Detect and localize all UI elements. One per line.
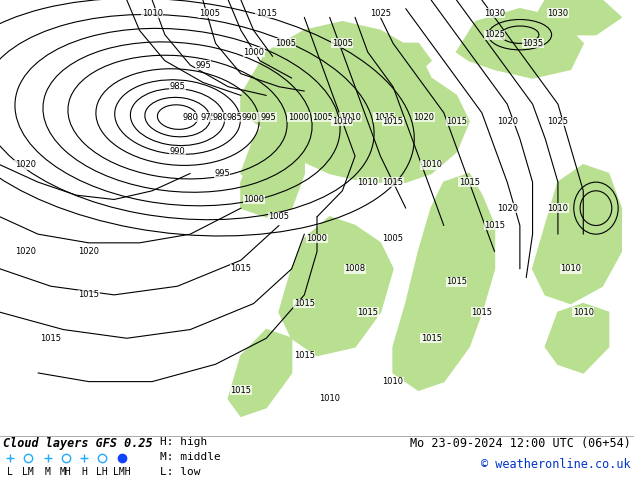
- Text: 1010: 1010: [141, 8, 163, 18]
- Text: 1015: 1015: [294, 351, 315, 360]
- Text: MH: MH: [60, 467, 72, 477]
- Text: 995: 995: [214, 169, 230, 178]
- Polygon shape: [456, 9, 583, 78]
- Text: M: M: [45, 467, 51, 477]
- Text: Mo 23-09-2024 12:00 UTC (06+54): Mo 23-09-2024 12:00 UTC (06+54): [410, 437, 631, 450]
- Text: H: H: [81, 467, 87, 477]
- Text: 1015: 1015: [294, 299, 315, 308]
- Text: 1008: 1008: [344, 265, 366, 273]
- Text: 995: 995: [261, 113, 276, 122]
- Text: 975: 975: [200, 113, 216, 122]
- Polygon shape: [545, 304, 609, 373]
- Text: 1010: 1010: [319, 394, 340, 403]
- Text: 980: 980: [182, 113, 198, 122]
- Text: 1000: 1000: [243, 48, 264, 56]
- Text: © weatheronline.co.uk: © weatheronline.co.uk: [481, 458, 631, 471]
- Text: LH: LH: [96, 467, 108, 477]
- Text: L: low: L: low: [160, 467, 200, 477]
- Text: 1010: 1010: [382, 377, 404, 386]
- Text: 1015: 1015: [446, 277, 467, 286]
- Text: 1025: 1025: [484, 30, 505, 39]
- Text: 1015: 1015: [78, 291, 100, 299]
- Text: 1015: 1015: [40, 334, 61, 343]
- Text: 990: 990: [170, 147, 185, 156]
- Text: 1015: 1015: [373, 113, 394, 122]
- Text: 1005: 1005: [275, 39, 296, 48]
- Polygon shape: [355, 78, 456, 173]
- Text: 1010: 1010: [573, 308, 594, 317]
- Polygon shape: [533, 0, 621, 35]
- Text: 1015: 1015: [484, 221, 505, 230]
- Polygon shape: [0, 0, 241, 434]
- Text: 1020: 1020: [78, 247, 100, 256]
- Text: 1015: 1015: [230, 265, 252, 273]
- Text: 1010: 1010: [560, 265, 581, 273]
- Text: 1010: 1010: [340, 113, 361, 122]
- Text: L: L: [7, 467, 13, 477]
- Text: 1000: 1000: [288, 113, 309, 122]
- Text: M: middle: M: middle: [160, 452, 221, 462]
- Text: 1020: 1020: [15, 247, 36, 256]
- Text: 1015: 1015: [471, 308, 493, 317]
- Text: 1010: 1010: [547, 204, 569, 213]
- Text: 1005: 1005: [198, 8, 220, 18]
- Text: 1020: 1020: [496, 117, 518, 126]
- Text: 985: 985: [169, 82, 186, 91]
- Text: 1005: 1005: [332, 39, 353, 48]
- Polygon shape: [241, 22, 469, 182]
- Text: 1015: 1015: [446, 117, 467, 126]
- Text: 1010: 1010: [357, 178, 378, 187]
- Text: 1015: 1015: [382, 117, 404, 126]
- Text: 1025: 1025: [547, 117, 569, 126]
- Text: Cloud layers GFS 0.25: Cloud layers GFS 0.25: [3, 437, 153, 450]
- Text: 1015: 1015: [458, 178, 480, 187]
- Text: LM: LM: [22, 467, 34, 477]
- Text: 1020: 1020: [413, 113, 434, 122]
- Text: 1015: 1015: [256, 8, 277, 18]
- Text: LMH: LMH: [113, 467, 131, 477]
- Polygon shape: [380, 44, 431, 78]
- Text: 1005: 1005: [268, 212, 290, 221]
- Text: 1015: 1015: [230, 386, 252, 395]
- Polygon shape: [317, 35, 368, 65]
- Polygon shape: [266, 368, 393, 434]
- Text: 1030: 1030: [484, 8, 505, 18]
- Text: 1005: 1005: [382, 234, 404, 243]
- Text: 1035: 1035: [522, 39, 543, 48]
- Polygon shape: [342, 225, 380, 251]
- Text: 1015: 1015: [357, 308, 378, 317]
- Text: H: high: H: high: [160, 437, 207, 447]
- Text: 995: 995: [195, 61, 210, 70]
- Text: 1015: 1015: [420, 334, 442, 343]
- Polygon shape: [279, 217, 393, 356]
- Text: 1000: 1000: [306, 234, 328, 243]
- Text: 980: 980: [212, 113, 228, 122]
- Text: 1010: 1010: [420, 160, 442, 169]
- Polygon shape: [241, 122, 304, 195]
- Text: 1000: 1000: [243, 195, 264, 204]
- Polygon shape: [533, 165, 621, 304]
- Text: 1020: 1020: [15, 160, 36, 169]
- Polygon shape: [393, 173, 495, 390]
- Text: 1025: 1025: [370, 8, 391, 18]
- Text: 1015: 1015: [382, 178, 404, 187]
- Polygon shape: [241, 122, 304, 217]
- Text: 1005: 1005: [313, 113, 333, 122]
- Polygon shape: [507, 0, 634, 434]
- Text: 1020: 1020: [496, 204, 518, 213]
- Text: 1010: 1010: [332, 117, 353, 126]
- Polygon shape: [228, 330, 292, 416]
- Text: 990: 990: [242, 113, 257, 122]
- Text: 1030: 1030: [547, 8, 569, 18]
- Text: 985: 985: [226, 113, 242, 122]
